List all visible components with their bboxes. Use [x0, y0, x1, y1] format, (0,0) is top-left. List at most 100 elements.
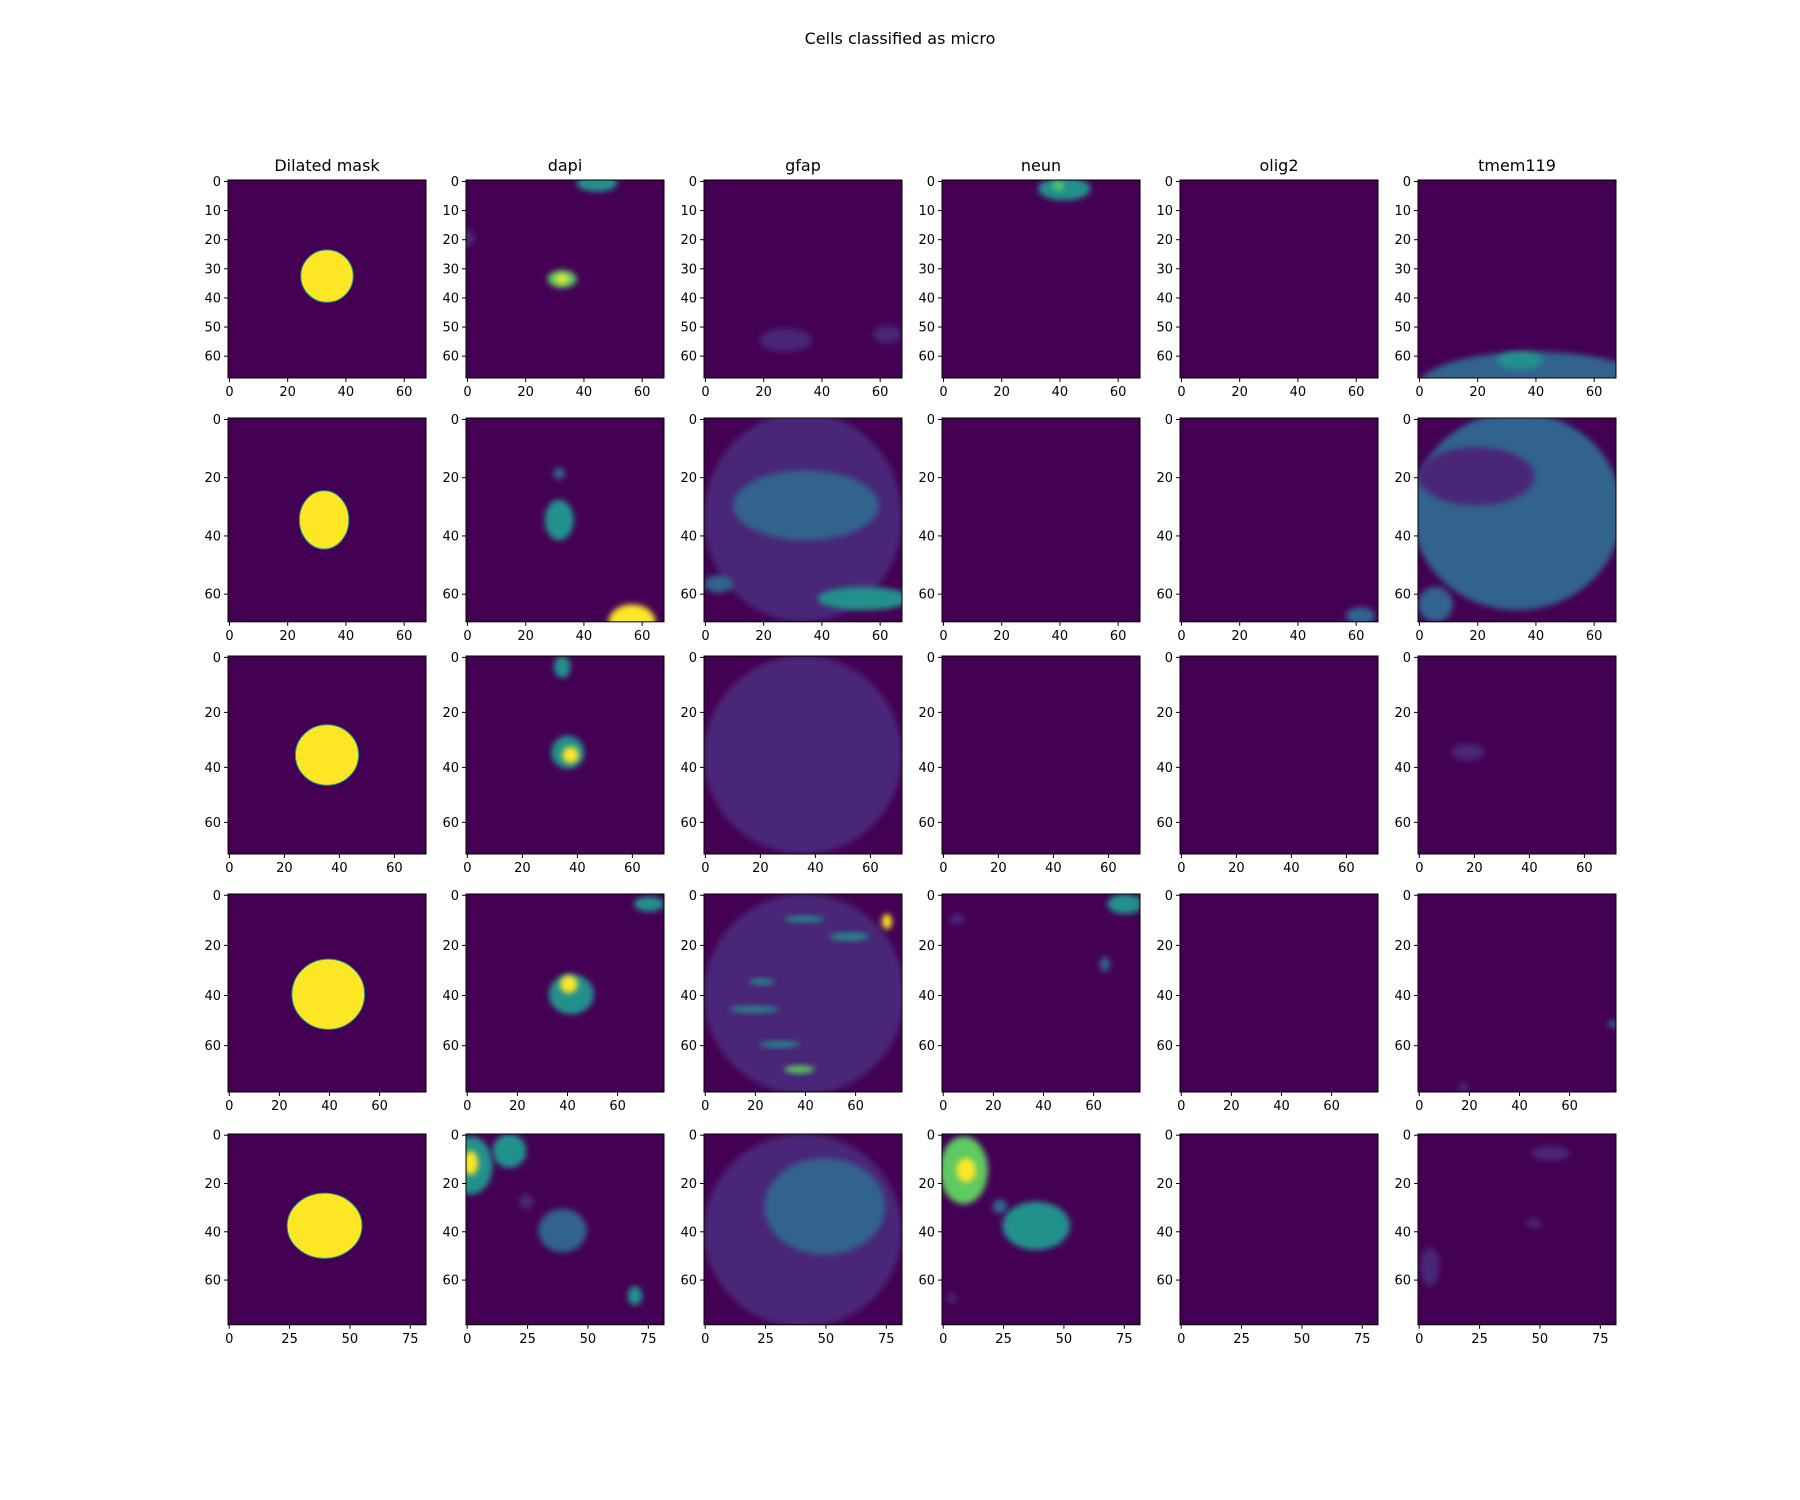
- y-tick-label: 0: [1403, 413, 1411, 428]
- x-tick-label: 40: [1528, 385, 1545, 400]
- y-tick-label: 20: [1394, 471, 1411, 486]
- column-title-neun: neun: [1021, 156, 1061, 175]
- signal-blob: [1418, 586, 1453, 622]
- x-tick-label: 60: [1561, 1099, 1578, 1114]
- y-tick-label: 20: [442, 706, 459, 721]
- x-tick-label: 20: [993, 385, 1010, 400]
- x-tick-label: 0: [1177, 629, 1185, 644]
- panel-olig2-row-3: 0 20 40 60 0 20 40 60: [1156, 651, 1379, 876]
- y-tick-label: 0: [689, 651, 697, 666]
- panel-dilated-mask-row-1: 0 20 40 60 0 10 20 30 40 50 60 Dilated mask: [204, 156, 427, 400]
- axes-frame: [941, 655, 1141, 855]
- y-tick-label: 60: [442, 1274, 459, 1289]
- y-tick-label: 0: [689, 889, 697, 904]
- y-tick-label: 50: [1156, 321, 1173, 336]
- x-tick-label: 20: [1228, 861, 1245, 876]
- x-tick-label: 40: [1045, 861, 1062, 876]
- x-tick-label: 40: [1290, 385, 1307, 400]
- y-tick-label: 0: [1165, 413, 1173, 428]
- x-tick-label: 40: [1035, 1099, 1052, 1114]
- column-title-dilated-mask: Dilated mask: [274, 156, 380, 175]
- image-background: [942, 894, 1140, 1092]
- x-tick-label: 20: [1231, 629, 1248, 644]
- axes-frame: [941, 893, 1141, 1093]
- signal-blob: [1418, 418, 1616, 611]
- y-tick-label: 20: [204, 471, 221, 486]
- axes-frame: [1179, 179, 1379, 379]
- image-background: [1180, 1134, 1378, 1325]
- axes-frame: [703, 179, 903, 379]
- panel-olig2-row-1: 0 20 40 60 0 10 20 30 40 50 60 olig2: [1156, 156, 1379, 400]
- y-tick-label: 50: [1394, 321, 1411, 336]
- y-tick-label: 20: [1156, 706, 1173, 721]
- column-title-gfap: gfap: [785, 156, 821, 175]
- x-tick-label: 40: [1273, 1099, 1290, 1114]
- x-tick-label: 20: [993, 629, 1010, 644]
- x-tick-label: 40: [1511, 1099, 1528, 1114]
- signal-blob: [556, 274, 568, 284]
- x-tick-label: 0: [939, 1099, 947, 1114]
- y-tick-label: 20: [1394, 233, 1411, 248]
- y-tick-label: 0: [1403, 1129, 1411, 1144]
- axes-frame: [703, 655, 903, 855]
- x-tick-label: 60: [624, 861, 641, 876]
- y-tick-label: 0: [1165, 651, 1173, 666]
- signal-blob: [1099, 956, 1110, 972]
- panel-gfap-row-1: 0 20 40 60 0 10 20 30 40 50 60 gfap: [680, 156, 903, 400]
- x-tick-label: 40: [1052, 385, 1069, 400]
- axes-frame: [703, 417, 903, 623]
- axes-frame: [1417, 179, 1617, 379]
- y-tick-label: 40: [204, 1225, 221, 1240]
- signal-blob: [881, 914, 892, 930]
- y-tick-label: 20: [1394, 939, 1411, 954]
- x-tick-label: 20: [517, 629, 534, 644]
- panel-dilated-mask-row-2: 0 20 40 60 0 20 40 60: [204, 413, 427, 644]
- panel-neun-row-5: 0 25 50 75 0 20 40 60: [918, 1129, 1141, 1347]
- x-tick-label: 50: [342, 1332, 359, 1347]
- x-tick-label: 60: [396, 385, 413, 400]
- panel-tmem119-row-5: 0 25 50 75 0 20 40 60: [1394, 1129, 1617, 1347]
- column-title-dapi: dapi: [548, 156, 583, 175]
- y-tick-label: 0: [451, 175, 459, 190]
- y-tick-label: 60: [918, 588, 935, 603]
- y-tick-label: 60: [1394, 350, 1411, 365]
- x-tick-label: 60: [1110, 629, 1127, 644]
- panel-tmem119-row-3: 0 20 40 60 0 20 40 60: [1394, 651, 1617, 876]
- x-tick-label: 0: [463, 1332, 471, 1347]
- x-tick-label: 40: [814, 385, 831, 400]
- y-tick-label: 20: [204, 1177, 221, 1192]
- y-tick-label: 20: [442, 233, 459, 248]
- x-tick-label: 60: [872, 629, 889, 644]
- image-background: [942, 180, 1140, 378]
- y-tick-label: 40: [204, 291, 221, 306]
- axes-frame: [227, 417, 427, 623]
- x-tick-label: 0: [939, 385, 947, 400]
- x-tick-label: 0: [1177, 1332, 1185, 1347]
- y-tick-label: 40: [204, 761, 221, 776]
- x-tick-label: 40: [1052, 629, 1069, 644]
- panel-dapi-row-3: 0 20 40 60 0 20 40 60: [442, 651, 665, 876]
- y-tick-label: 60: [442, 350, 459, 365]
- y-tick-label: 60: [1394, 1039, 1411, 1054]
- x-tick-label: 60: [1586, 629, 1603, 644]
- signal-blob: [519, 1194, 534, 1209]
- axes-frame: [227, 893, 427, 1093]
- x-tick-label: 20: [990, 861, 1007, 876]
- mask-region: [291, 958, 366, 1030]
- signal-blob: [492, 1134, 527, 1168]
- x-tick-label: 25: [519, 1332, 536, 1347]
- x-tick-label: 20: [752, 861, 769, 876]
- signal-blob: [729, 1006, 780, 1013]
- x-tick-label: 60: [396, 629, 413, 644]
- x-tick-label: 20: [1469, 385, 1486, 400]
- x-tick-label: 40: [569, 861, 586, 876]
- axes-frame: [1417, 1133, 1617, 1326]
- axes-frame: [227, 179, 427, 379]
- x-tick-label: 0: [939, 861, 947, 876]
- y-tick-label: 0: [689, 413, 697, 428]
- y-tick-label: 40: [442, 989, 459, 1004]
- image-background: [1180, 894, 1378, 1092]
- x-tick-label: 20: [509, 1099, 526, 1114]
- y-tick-label: 40: [918, 1225, 935, 1240]
